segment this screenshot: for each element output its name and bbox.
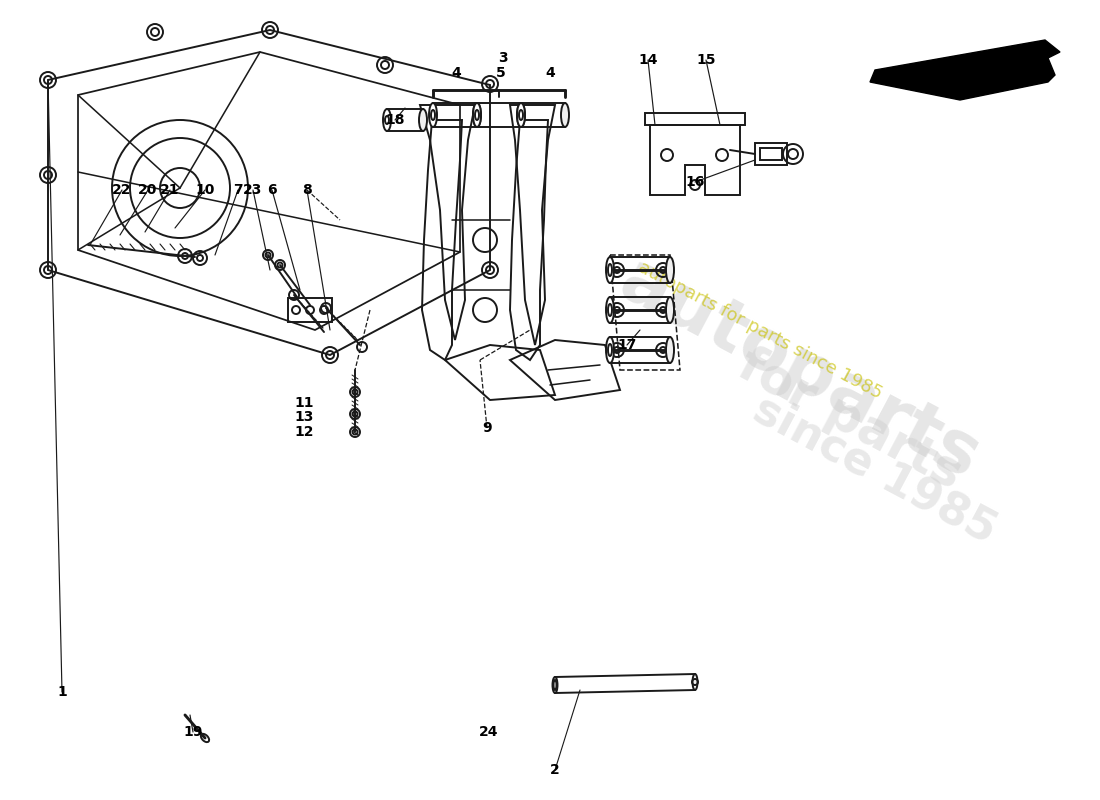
Text: 11: 11: [295, 396, 313, 410]
Ellipse shape: [552, 677, 558, 693]
Text: 17: 17: [617, 338, 637, 352]
Text: 19: 19: [184, 725, 202, 739]
Text: 5: 5: [496, 66, 506, 80]
Ellipse shape: [429, 103, 437, 127]
Text: 13: 13: [295, 410, 313, 424]
Ellipse shape: [606, 257, 614, 283]
Text: 23: 23: [243, 183, 263, 197]
Ellipse shape: [517, 103, 525, 127]
Text: 1: 1: [57, 685, 67, 699]
Bar: [645, 113, 745, 125]
Text: 4: 4: [451, 66, 461, 80]
Text: 6: 6: [267, 183, 277, 197]
Bar: [755, 143, 786, 165]
Ellipse shape: [666, 337, 674, 363]
Text: 2: 2: [550, 763, 560, 777]
Bar: [760, 148, 782, 160]
Text: 20: 20: [139, 183, 157, 197]
Text: 15: 15: [696, 53, 716, 67]
Ellipse shape: [419, 109, 427, 131]
Text: 7: 7: [233, 183, 243, 197]
Text: 18: 18: [385, 113, 405, 127]
Ellipse shape: [473, 103, 481, 127]
Ellipse shape: [666, 257, 674, 283]
Text: 22: 22: [112, 183, 132, 197]
Ellipse shape: [606, 337, 614, 363]
Text: 12: 12: [295, 425, 313, 439]
Text: 4: 4: [546, 66, 554, 80]
Ellipse shape: [561, 103, 569, 127]
Text: 8: 8: [302, 183, 312, 197]
Ellipse shape: [473, 103, 481, 127]
Ellipse shape: [517, 103, 525, 127]
Text: 16: 16: [685, 175, 705, 189]
Text: 21: 21: [161, 183, 179, 197]
Ellipse shape: [693, 674, 697, 690]
Text: since 1985: since 1985: [746, 388, 1004, 552]
Text: 24: 24: [480, 725, 498, 739]
Text: autoparts: autoparts: [608, 246, 992, 494]
Ellipse shape: [383, 109, 390, 131]
Ellipse shape: [606, 297, 614, 323]
Text: 9: 9: [482, 421, 492, 435]
Text: 14: 14: [638, 53, 658, 67]
Polygon shape: [870, 40, 1060, 100]
Text: autoparts for parts since 1985: autoparts for parts since 1985: [635, 258, 886, 402]
Text: for parts: for parts: [730, 341, 970, 499]
Text: 10: 10: [196, 183, 214, 197]
Ellipse shape: [666, 297, 674, 323]
Text: 3: 3: [498, 51, 508, 65]
